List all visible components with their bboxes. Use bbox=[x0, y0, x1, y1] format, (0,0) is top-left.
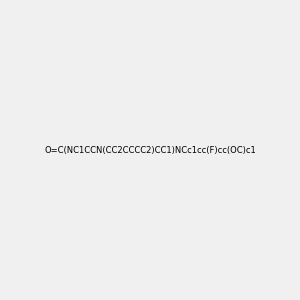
Text: O=C(NC1CCN(CC2CCCC2)CC1)NCc1cc(F)cc(OC)c1: O=C(NC1CCN(CC2CCCC2)CC1)NCc1cc(F)cc(OC)c… bbox=[44, 146, 256, 154]
